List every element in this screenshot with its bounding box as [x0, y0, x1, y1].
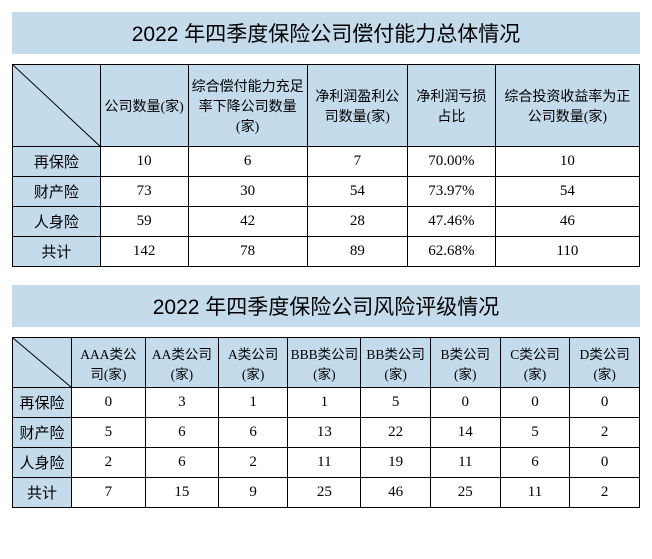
table-row: 财产险56613221452 [13, 418, 640, 448]
column-header: A类公司(家) [218, 338, 288, 388]
data-cell: 5 [361, 388, 431, 418]
data-cell: 70.00% [407, 147, 495, 177]
row-label: 共计 [13, 237, 101, 267]
data-cell: 54 [307, 177, 407, 207]
data-cell: 2 [570, 478, 640, 508]
data-cell: 0 [570, 448, 640, 478]
data-cell: 0 [71, 388, 145, 418]
column-header: 净利润亏损占比 [407, 65, 495, 147]
column-header: BBB类公司(家) [288, 338, 361, 388]
solvency-table: 公司数量(家)综合偿付能力充足率下降公司数量(家)净利润盈利公司数量(家)净利润… [12, 64, 640, 267]
row-label: 人身险 [13, 207, 101, 237]
data-cell: 5 [71, 418, 145, 448]
data-cell: 19 [361, 448, 431, 478]
data-cell: 110 [495, 237, 639, 267]
data-cell: 54 [495, 177, 639, 207]
data-cell: 22 [361, 418, 431, 448]
column-header: 综合偿付能力充足率下降公司数量(家) [188, 65, 307, 147]
column-header: BB类公司(家) [361, 338, 431, 388]
data-cell: 6 [145, 448, 218, 478]
data-cell: 42 [188, 207, 307, 237]
diagonal-line-icon [13, 65, 100, 146]
data-cell: 0 [430, 388, 500, 418]
data-cell: 73.97% [407, 177, 495, 207]
data-cell: 6 [188, 147, 307, 177]
data-cell: 9 [218, 478, 288, 508]
data-cell: 89 [307, 237, 407, 267]
data-cell: 3 [145, 388, 218, 418]
data-cell: 1 [288, 388, 361, 418]
data-cell: 0 [570, 388, 640, 418]
data-cell: 46 [361, 478, 431, 508]
diagonal-line-icon [13, 338, 71, 387]
data-cell: 73 [100, 177, 188, 207]
column-header: B类公司(家) [430, 338, 500, 388]
column-header: AA类公司(家) [145, 338, 218, 388]
table1-title: 2022 年四季度保险公司偿付能力总体情况 [12, 12, 640, 54]
row-label: 财产险 [13, 418, 72, 448]
data-cell: 2 [570, 418, 640, 448]
data-cell: 62.68% [407, 237, 495, 267]
data-cell: 10 [100, 147, 188, 177]
row-label: 再保险 [13, 388, 72, 418]
data-cell: 15 [145, 478, 218, 508]
rating-table: AAA类公司(家)AA类公司(家)A类公司(家)BBB类公司(家)BB类公司(家… [12, 337, 640, 508]
data-cell: 5 [500, 418, 570, 448]
data-cell: 1 [218, 388, 288, 418]
column-header: D类公司(家) [570, 338, 640, 388]
column-header: 净利润盈利公司数量(家) [307, 65, 407, 147]
table-row: 再保险106770.00%10 [13, 147, 640, 177]
table-row: 共计7159254625112 [13, 478, 640, 508]
data-cell: 2 [218, 448, 288, 478]
data-cell: 11 [500, 478, 570, 508]
data-cell: 6 [500, 448, 570, 478]
data-cell: 78 [188, 237, 307, 267]
data-cell: 25 [288, 478, 361, 508]
data-cell: 30 [188, 177, 307, 207]
column-header: C类公司(家) [500, 338, 570, 388]
data-cell: 11 [288, 448, 361, 478]
table-row: 共计142788962.68%110 [13, 237, 640, 267]
data-cell: 13 [288, 418, 361, 448]
row-label: 人身险 [13, 448, 72, 478]
data-cell: 6 [218, 418, 288, 448]
data-cell: 10 [495, 147, 639, 177]
data-cell: 2 [71, 448, 145, 478]
table2-title: 2022 年四季度保险公司风险评级情况 [12, 285, 640, 327]
diagonal-header-cell [13, 338, 72, 388]
row-label: 再保险 [13, 147, 101, 177]
data-cell: 7 [307, 147, 407, 177]
data-cell: 0 [500, 388, 570, 418]
data-cell: 6 [145, 418, 218, 448]
diagonal-header-cell [13, 65, 101, 147]
data-cell: 25 [430, 478, 500, 508]
table-row: 人身险26211191160 [13, 448, 640, 478]
data-cell: 47.46% [407, 207, 495, 237]
data-cell: 28 [307, 207, 407, 237]
row-label: 共计 [13, 478, 72, 508]
data-cell: 59 [100, 207, 188, 237]
row-label: 财产险 [13, 177, 101, 207]
table-row: 财产险73305473.97%54 [13, 177, 640, 207]
data-cell: 7 [71, 478, 145, 508]
column-header: 公司数量(家) [100, 65, 188, 147]
column-header: AAA类公司(家) [71, 338, 145, 388]
column-header: 综合投资收益率为正公司数量(家) [495, 65, 639, 147]
table-row: 再保险03115000 [13, 388, 640, 418]
data-cell: 46 [495, 207, 639, 237]
data-cell: 14 [430, 418, 500, 448]
data-cell: 142 [100, 237, 188, 267]
data-cell: 11 [430, 448, 500, 478]
table-row: 人身险59422847.46%46 [13, 207, 640, 237]
